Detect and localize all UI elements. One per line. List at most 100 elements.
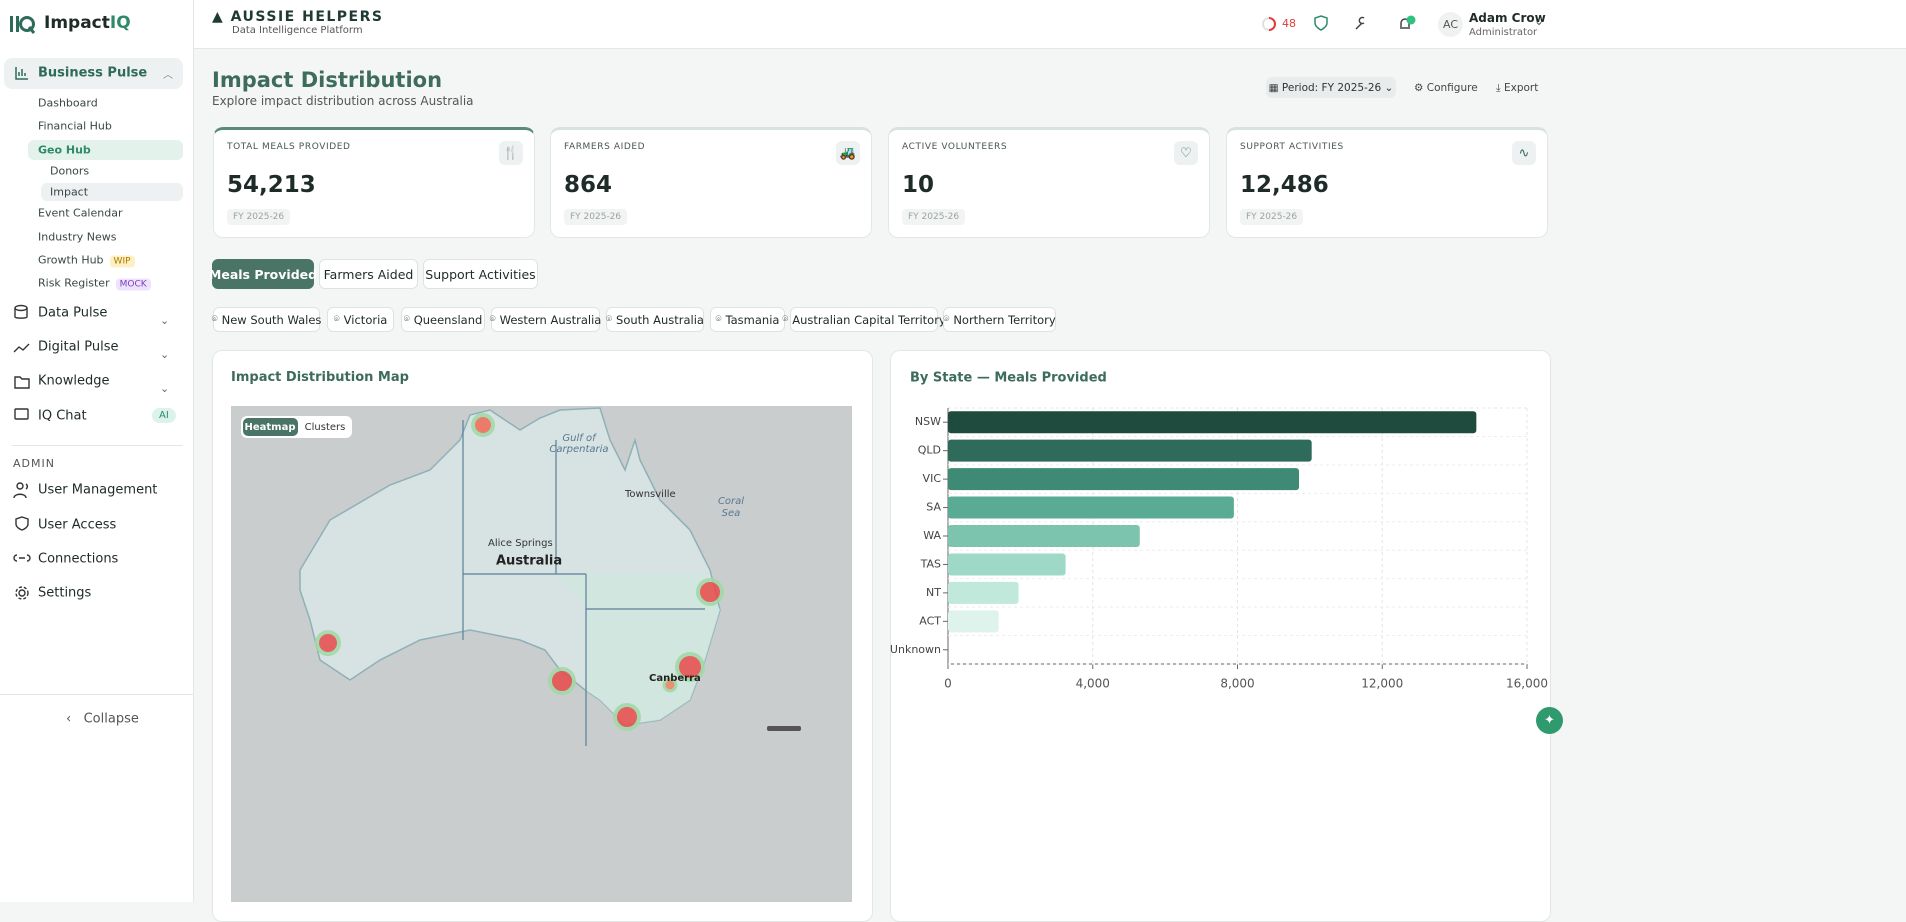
divider	[0, 694, 193, 695]
kpi-icon: ♡	[1174, 141, 1198, 165]
chevron[interactable]: ⌄	[1534, 14, 1545, 28]
chart-title: By State — Meals Provided	[910, 371, 1107, 386]
logo	[10, 16, 36, 34]
avatar[interactable]: AC	[1438, 12, 1463, 37]
alert-count[interactable]: 48	[1282, 17, 1296, 30]
badge: MOCK	[115, 278, 151, 291]
pin-icon: ⌾	[333, 314, 340, 325]
badge: WIP	[109, 255, 135, 268]
nav-sub[interactable]: Event Calendar	[38, 206, 123, 220]
nav-active[interactable]	[4, 58, 183, 89]
state-filter[interactable]: ⌾ Australian Capital Territory	[782, 307, 946, 332]
kpi-period: FY 2025-26	[1240, 209, 1304, 225]
label: Tasmania	[725, 312, 780, 327]
kpi-label: FARMERS AIDED	[564, 142, 646, 152]
kpi-label: ACTIVE VOLUNTEERS	[902, 142, 1008, 152]
label: Western Australia	[499, 312, 602, 327]
y-tick-label: Unknown	[890, 643, 941, 656]
nav-sub[interactable]: Growth Hub WIP	[38, 254, 135, 268]
pin-icon: ⌾	[943, 314, 950, 325]
configure-button[interactable]: ⚙ Configure	[1414, 82, 1478, 94]
nav-sub[interactable]: Impact	[50, 185, 89, 199]
nav-item[interactable]: IQ Chat	[38, 408, 87, 424]
top-bar	[194, 0, 1906, 49]
tab[interactable]: Support Activities	[423, 259, 538, 289]
badge: AI	[152, 408, 176, 423]
tab[interactable]: Meals Provided	[209, 259, 317, 289]
kpi-value: 12,486	[1240, 172, 1329, 198]
kpi-value: 10	[902, 172, 935, 198]
bar	[948, 439, 1312, 462]
page-title: Impact Distribution	[212, 68, 443, 92]
card-title: Impact Distribution Map	[231, 370, 409, 385]
pin-icon: ⌾	[606, 314, 613, 325]
period-button[interactable]: ▦ Period: FY 2025-26 ⌄	[1266, 77, 1396, 98]
state-filter[interactable]: ⌾ Western Australia	[490, 307, 602, 332]
state-filter[interactable]: ⌾ New South Wales	[212, 307, 321, 332]
nav-item[interactable]: Digital Pulse	[38, 339, 119, 355]
heat-spots	[315, 413, 724, 731]
label: Export	[1503, 82, 1539, 94]
label: Risk Register	[38, 276, 110, 290]
scale-bar	[767, 726, 801, 731]
mode-active[interactable]	[243, 418, 298, 436]
label: South Australia	[616, 312, 704, 327]
page-subtitle: Explore impact distribution across Austr…	[212, 94, 474, 108]
nav-sub[interactable]: Financial Hub	[38, 119, 112, 133]
y-tick-label: VIC	[923, 472, 942, 485]
mode-button[interactable]: Clusters	[305, 422, 346, 433]
kpi-period: FY 2025-26	[227, 209, 291, 225]
brand: ImpactIQ	[44, 13, 131, 33]
x-tick-label: 12,000	[1361, 677, 1403, 691]
icons	[13, 482, 31, 600]
nav-item[interactable]: User Management	[38, 482, 158, 498]
y-tick-label: NSW	[915, 415, 941, 428]
kpi-label: SUPPORT ACTIVITIES	[1240, 142, 1344, 152]
nav-item[interactable]: User Access	[38, 517, 117, 533]
state-filter[interactable]: ⌾ South Australia	[606, 307, 704, 332]
collapse[interactable]: ‹ Collapse	[66, 711, 139, 727]
kpi-card	[550, 127, 872, 238]
nav-sub[interactable]: Donors	[50, 164, 90, 178]
nav-item[interactable]: Data Pulse	[38, 305, 108, 321]
kpi-label: TOTAL MEALS PROVIDED	[227, 142, 351, 152]
section-heading: ADMIN	[13, 457, 55, 470]
nav-item[interactable]: Connections	[38, 551, 119, 567]
nav-sub[interactable]: Risk Register MOCK	[38, 276, 151, 291]
nav-item[interactable]: Knowledge	[38, 373, 110, 389]
y-tick-label: ACT	[919, 614, 941, 627]
nav-sub[interactable]: Industry News	[38, 230, 117, 244]
state-filter[interactable]: ⌾ Queensland	[401, 307, 485, 332]
nav-item[interactable]: Settings	[38, 585, 92, 601]
nav-item[interactable]: Business Pulse	[38, 65, 148, 81]
tab[interactable]: Farmers Aided	[319, 259, 418, 289]
nav-sub[interactable]: Dashboard	[38, 96, 98, 110]
icons	[13, 304, 30, 420]
mode-button[interactable]: Heatmap	[244, 422, 295, 433]
label: Queensland	[413, 312, 483, 327]
kpi-icon: 🚜	[836, 141, 860, 165]
x-tick-label: 4,000	[1076, 677, 1110, 691]
nav-active[interactable]	[28, 140, 183, 160]
label: Configure	[1426, 82, 1478, 94]
assistant-button[interactable]: ✦	[1536, 707, 1563, 734]
map-label: Alice Springs	[488, 538, 553, 549]
x-tick-label: 8,000	[1220, 677, 1254, 691]
bar	[948, 496, 1234, 519]
org: ▲ AUSSIE HELPERS	[212, 9, 384, 25]
state-filter[interactable]: ⌾ Northern Territory	[943, 307, 1056, 332]
map-label: Canberra	[649, 673, 701, 684]
state-filter[interactable]: ⌾ Victoria	[327, 307, 394, 332]
chevrons: ⌄ ⌄ ⌄	[160, 314, 170, 395]
nav-sub[interactable]: Geo Hub	[38, 143, 91, 157]
bar	[948, 411, 1477, 434]
nav-active[interactable]	[41, 183, 183, 201]
state-filter[interactable]: ⌾ Tasmania	[710, 307, 785, 332]
label: Period: FY 2025-26	[1281, 81, 1382, 94]
kpi-period: FY 2025-26	[902, 209, 966, 225]
export-button[interactable]: ⤓ Export	[1496, 82, 1539, 94]
label: Victoria	[343, 312, 388, 327]
chevron: ︿	[163, 70, 173, 81]
